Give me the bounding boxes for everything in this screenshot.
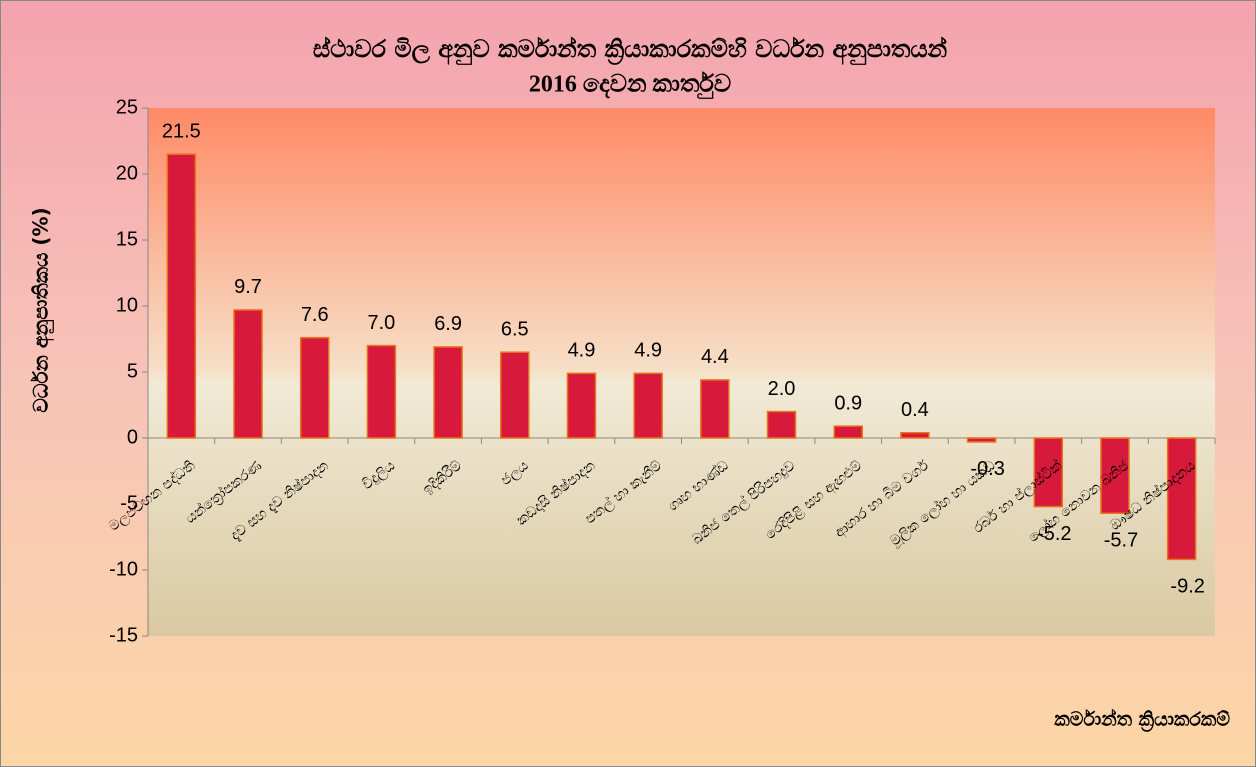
y-tick-label: 5 [127,360,138,382]
value-label: 0.4 [901,399,929,421]
value-label: 4.9 [568,340,596,362]
y-tick-label: 10 [116,294,138,316]
value-label: -0.3 [970,458,1004,480]
y-tick-label: -15 [109,624,138,646]
y-tick-label: 15 [116,228,138,250]
bar [766,410,797,439]
bar [1100,437,1130,514]
value-label: 4.9 [634,340,662,362]
value-label: 6.5 [501,318,529,340]
bar [366,344,397,439]
chart-title: ස්ථාවර මිල අනුව කර්මාන්ත ක්‍රියාකාරකම්හි… [313,35,947,65]
y-tick-label: -10 [109,558,138,580]
bar [566,372,597,439]
bar [1033,437,1064,508]
chart-subtitle: 2016 දෙවන කාර්තුව [529,71,731,100]
value-label: 9.7 [234,276,262,298]
bar [966,437,997,443]
bar [1166,437,1197,561]
y-tick-label: 20 [116,162,138,184]
value-label: -5.7 [1104,530,1138,552]
bar [700,379,730,439]
y-tick-label: -5 [120,492,138,514]
value-label: -9.2 [1170,576,1204,598]
value-label: 4.4 [701,346,729,368]
y-tick-label: 25 [116,96,138,118]
value-label: 6.9 [434,313,462,335]
bar [900,431,930,439]
bar [633,372,663,439]
y-tick-label: 0 [127,426,138,448]
x-axis-label: කර්මාන්ත ක්‍රියාකරකම් [1054,708,1230,732]
bar [500,351,530,439]
bar [233,309,263,439]
bar [833,425,863,439]
bar [166,153,197,439]
value-label: 7.0 [368,312,396,334]
y-axis-label: වර්ධන අනුපාතිකය (%) [29,207,55,412]
value-label: 7.6 [301,304,329,326]
value-label: 21.5 [162,120,201,142]
value-label: -5.2 [1037,523,1071,545]
value-label: 2.0 [768,378,796,400]
bar [433,346,463,439]
value-label: 0.9 [834,392,862,414]
bar [299,336,330,439]
